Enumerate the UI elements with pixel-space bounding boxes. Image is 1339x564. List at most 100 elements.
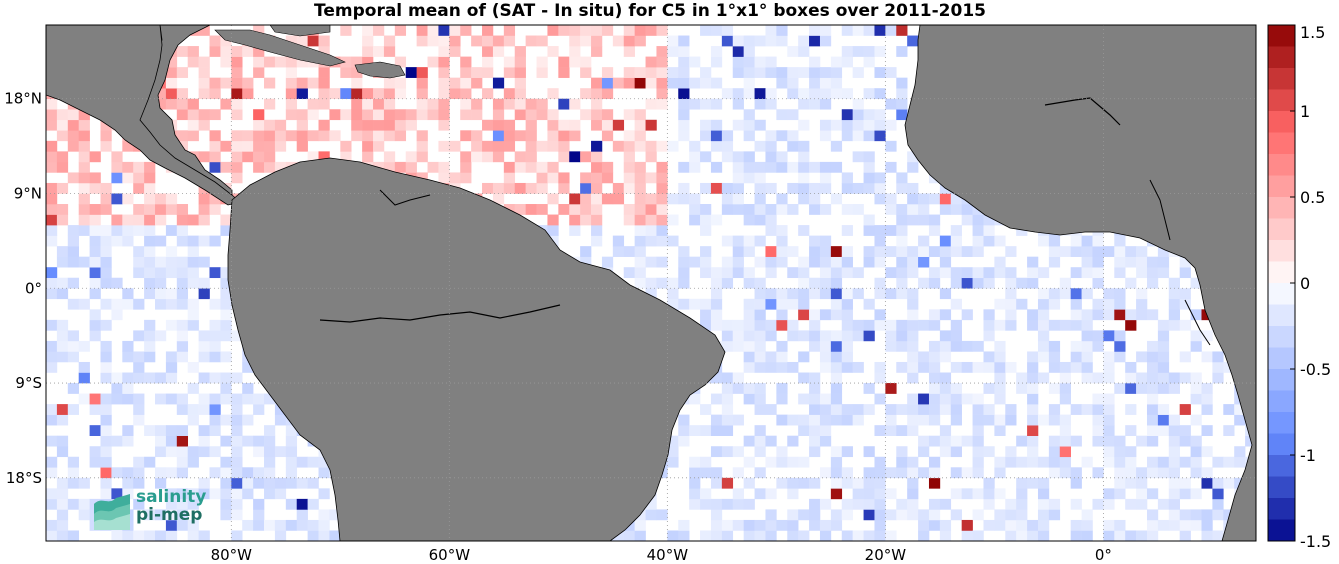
heatmap-cell [133, 267, 145, 279]
heatmap-cell [1037, 288, 1050, 300]
heatmap-cell [1037, 340, 1050, 352]
heatmap-cell [285, 498, 298, 510]
heatmap-cell [841, 319, 853, 331]
heatmap-cell [863, 319, 875, 331]
heatmap-cell [667, 288, 679, 300]
heatmap-cell [972, 435, 984, 447]
heatmap-cell [994, 267, 1006, 279]
heatmap-cell [503, 161, 516, 173]
heatmap-cell [874, 519, 886, 531]
heatmap-cell [253, 161, 265, 173]
heatmap-cell [438, 56, 450, 68]
heatmap-cell [928, 351, 941, 363]
heatmap-cell [591, 172, 603, 184]
grid-lines [46, 25, 1256, 541]
heatmap-cell [1037, 509, 1050, 521]
heatmap-cell [601, 67, 614, 78]
heatmap-cell [928, 519, 941, 531]
heatmap-cell [1212, 530, 1224, 541]
heatmap-cell [634, 277, 646, 289]
heatmap-cell [242, 151, 254, 163]
heatmap-cell [830, 77, 843, 89]
heatmap-cell [187, 319, 199, 331]
heatmap-cell [580, 182, 592, 194]
heatmap-cell [874, 309, 886, 321]
heatmap-cell [1092, 404, 1104, 415]
heatmap-cell [710, 182, 723, 194]
heatmap-cell [798, 288, 810, 300]
heatmap-cell [830, 119, 843, 131]
heatmap-cell [983, 319, 995, 331]
heatmap-cell [1146, 351, 1159, 363]
heatmap-cell [700, 151, 712, 163]
heatmap-cell [819, 361, 832, 373]
heatmap-cell [133, 172, 145, 184]
heatmap-cell [874, 193, 886, 205]
heatmap-cell [787, 182, 799, 194]
heatmap-cell [1027, 351, 1039, 363]
heatmap-cell [155, 193, 167, 205]
heatmap-cell [765, 214, 777, 226]
heatmap-cell [1168, 383, 1180, 394]
heatmap-cell [264, 161, 276, 173]
heatmap-cell [634, 119, 646, 131]
heatmap-cell [819, 425, 832, 436]
heatmap-cell [907, 214, 919, 226]
heatmap-cell [569, 204, 581, 215]
heatmap-cell [318, 77, 330, 89]
heatmap-cell [634, 256, 646, 268]
heatmap-cell [983, 414, 995, 426]
heatmap-cell [1027, 456, 1039, 468]
heatmap-cell [710, 277, 723, 289]
heatmap-cell [231, 77, 243, 89]
heatmap-cell [220, 414, 232, 426]
heatmap-cell [89, 446, 101, 458]
heatmap-cell [471, 35, 483, 47]
heatmap-cell [122, 425, 134, 436]
heatmap-cell [1136, 267, 1148, 279]
heatmap-cell [1201, 467, 1213, 479]
heatmap-cell [874, 498, 886, 510]
heatmap-cell [623, 214, 635, 226]
heatmap-cell [231, 414, 243, 426]
heatmap-cell [634, 35, 646, 47]
heatmap-cell [165, 530, 178, 541]
heatmap-cell [645, 498, 657, 510]
heatmap-cell [591, 119, 603, 131]
heatmap-cell [896, 235, 908, 247]
heatmap-cell [972, 225, 984, 236]
heatmap-cell [383, 46, 396, 57]
heatmap-cell [885, 204, 897, 215]
colorbar-swatch [1268, 347, 1295, 370]
heatmap-cell [285, 456, 298, 468]
heatmap-cell [187, 119, 199, 131]
heatmap-cell [1157, 256, 1170, 268]
heatmap-cell [46, 530, 58, 541]
heatmap-cell [983, 267, 995, 279]
heatmap-cell [67, 383, 80, 394]
colorbar-tick-label: -1 [1300, 446, 1316, 465]
heatmap-cell [591, 225, 603, 236]
heatmap-cell [56, 151, 69, 163]
heatmap-cell [165, 98, 178, 110]
heatmap-cell [896, 456, 908, 468]
heatmap-cell [939, 351, 952, 363]
heatmap-cell [580, 56, 592, 68]
heatmap-cell [798, 46, 810, 57]
heatmap-cell [863, 109, 875, 121]
heatmap-cell [307, 498, 319, 510]
heatmap-cell [231, 467, 243, 479]
heatmap-cell [721, 404, 734, 415]
heatmap-cell [656, 77, 668, 89]
heatmap-cell [1103, 488, 1115, 500]
heatmap-cell [209, 35, 221, 47]
heatmap-cell [449, 88, 461, 100]
heatmap-cell [710, 161, 723, 173]
heatmap-cell [525, 161, 537, 173]
heatmap-cell [1179, 298, 1191, 310]
heatmap-cell [1168, 435, 1180, 447]
heatmap-cell [700, 214, 712, 226]
heatmap-cell [961, 467, 973, 479]
heatmap-cell [231, 509, 243, 521]
heatmap-cell [165, 351, 178, 363]
